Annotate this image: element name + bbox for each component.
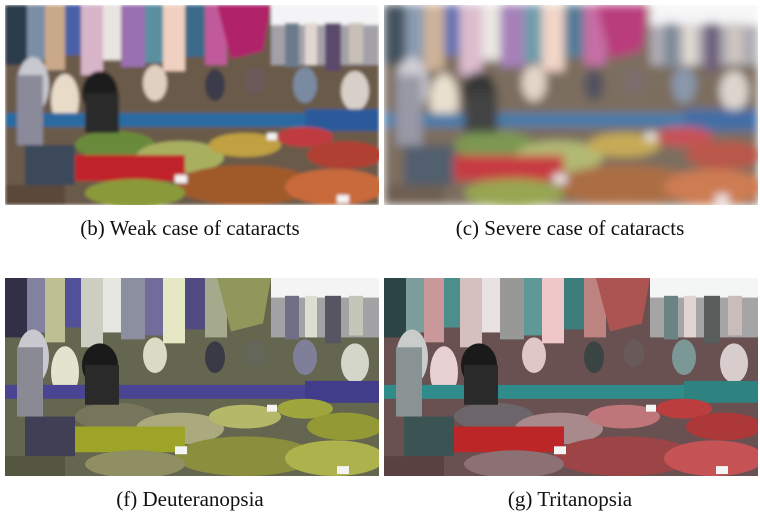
market-photo-deuteranopsia [5,278,379,476]
photo-image [384,5,758,205]
market-photo-weak-cataracts [5,5,379,205]
caption-tritanopsia: (g) Tritanopsia [507,487,633,511]
caption-severe-cataracts: (c) Severe case of cataracts [455,216,685,240]
photo-image [384,278,758,476]
caption-deuteranopsia: (f) Deuteranopsia [116,487,264,511]
market-photo-tritanopsia [384,278,758,476]
market-photo-severe-cataracts [384,5,758,205]
photo-image [5,278,379,476]
photo-image [5,5,379,205]
caption-weak-cataracts: (b) Weak case of cataracts [80,216,300,240]
